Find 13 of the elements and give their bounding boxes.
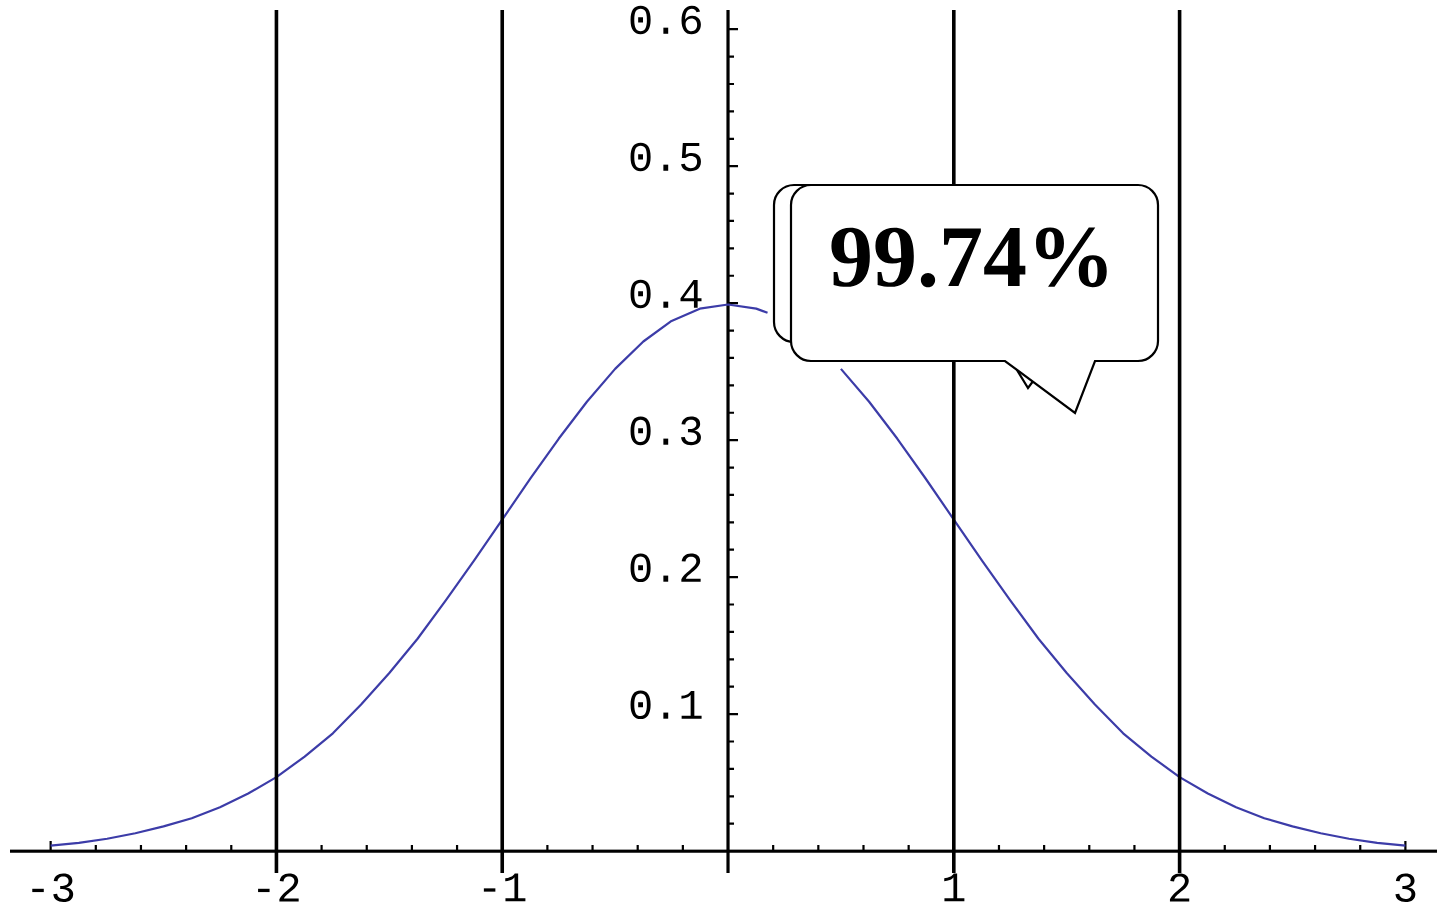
y-tick-label: 0.6	[630, 5, 701, 35]
y-tick-label: 0.5	[630, 142, 701, 172]
x-tick-label: -2	[258, 873, 299, 902]
y-tick-label: 0.3	[630, 416, 701, 446]
annotation: 99.74%	[831, 227, 1107, 288]
y-tick-label: 0.2	[630, 553, 701, 583]
x-tick-label: 1	[944, 873, 965, 902]
x-tick-label: 2	[1169, 873, 1190, 902]
y-tick-label: 0.4	[630, 279, 702, 309]
x-tick-label: -3	[32, 873, 74, 902]
y-tick-label: 0.1	[630, 690, 702, 720]
x-tick-label: 3	[1395, 873, 1416, 902]
x-tick-label: -1	[483, 873, 526, 902]
